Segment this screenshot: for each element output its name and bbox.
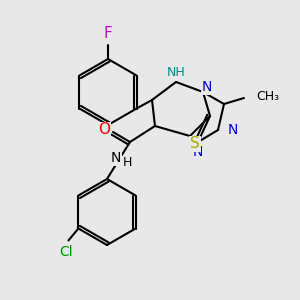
Text: F: F [103, 26, 112, 40]
Text: S: S [190, 136, 200, 152]
Text: NH: NH [167, 65, 185, 79]
Text: N: N [228, 123, 238, 137]
Text: Cl: Cl [60, 244, 73, 259]
Text: N: N [193, 145, 203, 159]
Text: N: N [202, 80, 212, 94]
Text: N: N [111, 151, 121, 165]
Text: O: O [98, 122, 110, 137]
Text: CH₃: CH₃ [256, 89, 279, 103]
Text: H: H [122, 157, 132, 169]
